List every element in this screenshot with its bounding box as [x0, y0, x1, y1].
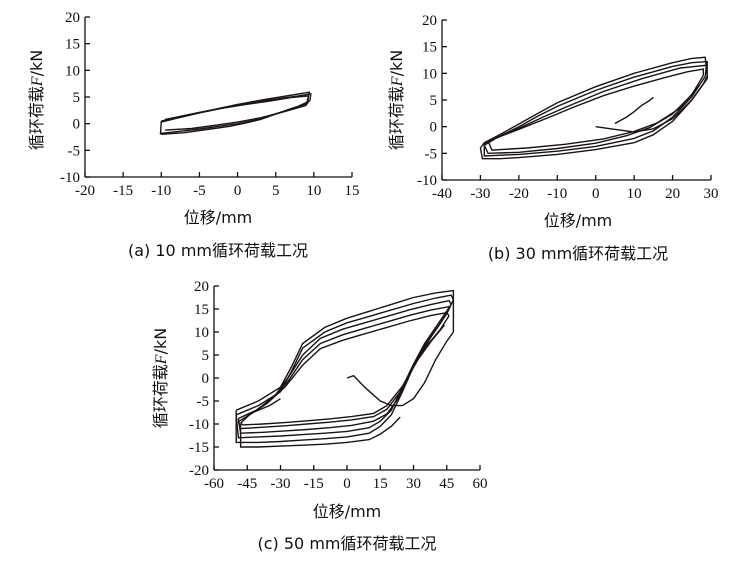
y-tick-label: -10	[60, 170, 80, 186]
y-tick-label: 5	[202, 348, 210, 364]
hysteresis-curve	[479, 78, 708, 160]
x-tick-label: -30	[470, 186, 490, 202]
y-tick-label: 5	[73, 90, 81, 106]
hysteresis-curve	[483, 76, 706, 157]
y-tick-label: 10	[65, 63, 80, 79]
hysteresis-curve	[237, 315, 450, 430]
x-tick-label: 30	[704, 186, 719, 202]
hysteresis-curve	[479, 56, 708, 149]
y-tick-label: -5	[68, 143, 81, 159]
x-tick-label: -5	[193, 183, 206, 199]
y-tick-label: 15	[422, 40, 437, 56]
hysteresis-curve	[240, 324, 446, 426]
x-tick-label: -15	[304, 476, 324, 492]
hysteresis-curve	[487, 84, 701, 151]
x-tick-label: -10	[151, 183, 171, 199]
x-tick-label: -45	[237, 476, 257, 492]
hysteresis-curve	[239, 416, 401, 448]
y-tick-label: 5	[430, 93, 438, 109]
hysteresis-curve	[346, 331, 454, 407]
x-tick-label: 60	[473, 476, 488, 492]
x-tick-label: -60	[204, 476, 224, 492]
y-axis-label-b: 循环荷载F/kN	[387, 50, 406, 150]
hysteresis-curve	[240, 311, 450, 424]
y-tick-label: 0	[430, 120, 438, 136]
chart-panel-a: -20 -15 -10 -5 0 5 10 15 -10 -5 0 5 10 15 20 位移/mm 循环荷…	[27, 10, 360, 260]
chart-panel-b: -40 -30 -20 -10 0 10 20 30 -10 -5 0 5 10 15 20 位移/mm 循…	[387, 13, 719, 263]
y-tick-label: 20	[422, 13, 437, 29]
y-tick-label: 10	[422, 66, 437, 82]
y-tick-label: 10	[194, 325, 209, 341]
x-axis-label-b: 位移/mm	[544, 211, 613, 230]
x-tick-label: -10	[547, 186, 567, 202]
y-tick-label: -20	[189, 463, 209, 479]
x-tick-label: 10	[306, 183, 321, 199]
plot-area-a: -20 -15 -10 -5 0 5 10 15 -10 -5 0 5 10 15 20	[60, 10, 360, 199]
x-tick-label: -15	[113, 183, 133, 199]
y-tick-label: 0	[73, 117, 81, 133]
y-tick-label: 20	[194, 279, 209, 295]
hysteresis-curve	[159, 120, 163, 135]
x-tick-label: 0	[234, 183, 242, 199]
y-tick-label: -15	[189, 440, 209, 456]
hysteresis-curve	[235, 304, 452, 439]
x-tick-label: -20	[75, 183, 95, 199]
hysteresis-curve	[483, 60, 708, 145]
y-tick-label: 0	[202, 371, 210, 387]
x-tick-label: 45	[439, 476, 454, 492]
caption-a: (a) 10 mm循环荷载工况	[128, 241, 308, 260]
x-axis-label-a: 位移/mm	[184, 208, 253, 227]
x-tick-label: 30	[406, 476, 421, 492]
y-tick-label: 15	[194, 302, 209, 318]
hysteresis-curve	[483, 64, 708, 146]
caption-c: (c) 50 mm循环荷载工况	[258, 534, 437, 553]
x-tick-label: 15	[345, 183, 360, 199]
y-axis-label-a: 循环荷载F/kN	[27, 50, 46, 150]
x-tick-label: 0	[343, 476, 351, 492]
y-tick-label: 15	[65, 37, 80, 53]
hysteresis-curve	[614, 96, 654, 125]
y-tick-label: -10	[189, 417, 209, 433]
x-tick-label: 20	[665, 186, 680, 202]
plot-area-b: -40 -30 -20 -10 0 10 20 30 -10 -5 0 5 10 15 20	[417, 13, 719, 202]
hysteresis-curve	[237, 308, 450, 434]
y-tick-label: -10	[417, 173, 437, 189]
hysteresis-curve	[247, 398, 281, 416]
hysteresis-curve	[161, 95, 310, 123]
x-tick-label: -30	[271, 476, 291, 492]
hysteresis-curve	[165, 104, 307, 131]
y-axis-label-c: 循环荷载F/kN	[151, 328, 170, 428]
x-tick-label: 0	[592, 186, 600, 202]
y-tick-label: -5	[425, 146, 438, 162]
x-tick-label: -40	[432, 186, 452, 202]
x-axis-label-c: 位移/mm	[313, 502, 382, 521]
x-tick-label: 10	[627, 186, 642, 202]
x-tick-label: 15	[373, 476, 388, 492]
x-tick-label: 5	[272, 183, 280, 199]
caption-b: (b) 30 mm循环荷载工况	[488, 244, 668, 263]
plot-area-c: -60 -45 -30 -15 0 15 30 45 60 -20 -15 -10 -5 0 5 10 15 20	[189, 279, 488, 492]
hysteresis-curve	[487, 68, 704, 142]
hysteresis-curve	[483, 75, 704, 155]
x-tick-label: -20	[509, 186, 529, 202]
chart-panel-c: -60 -45 -30 -15 0 15 30 45 60 -20 -15 -10 -5 0 5 10 15 20…	[151, 279, 488, 553]
y-tick-label: -5	[197, 394, 210, 410]
hysteresis-curve	[164, 91, 311, 121]
y-tick-label: 20	[65, 10, 80, 26]
